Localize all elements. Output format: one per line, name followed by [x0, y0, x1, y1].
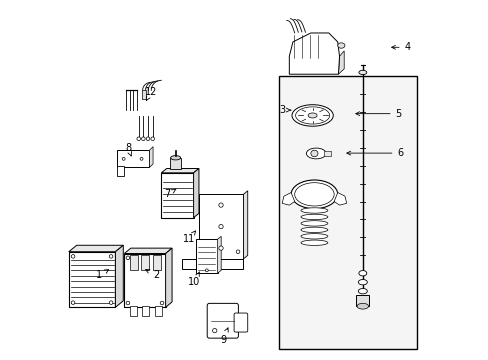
Ellipse shape — [236, 250, 239, 253]
Bar — [356, 296, 368, 306]
Ellipse shape — [122, 157, 125, 160]
Ellipse shape — [358, 279, 366, 285]
Ellipse shape — [306, 148, 325, 159]
Bar — [117, 150, 149, 167]
Ellipse shape — [301, 240, 327, 246]
Bar — [196, 239, 217, 273]
Ellipse shape — [301, 214, 327, 220]
Ellipse shape — [219, 225, 223, 229]
Bar — [129, 255, 137, 270]
Ellipse shape — [205, 269, 208, 272]
Ellipse shape — [170, 156, 180, 160]
Ellipse shape — [151, 137, 154, 140]
Polygon shape — [69, 245, 123, 252]
Ellipse shape — [301, 208, 327, 213]
Polygon shape — [161, 168, 199, 173]
Text: 2: 2 — [145, 270, 160, 280]
Text: 5: 5 — [355, 109, 401, 119]
Text: 4: 4 — [391, 42, 410, 52]
FancyBboxPatch shape — [207, 303, 238, 338]
Ellipse shape — [146, 137, 149, 140]
Polygon shape — [193, 168, 199, 218]
Text: 6: 6 — [346, 148, 403, 158]
Bar — [161, 173, 193, 218]
FancyBboxPatch shape — [234, 313, 247, 332]
Polygon shape — [289, 33, 339, 74]
Polygon shape — [124, 248, 172, 253]
Bar — [129, 306, 137, 316]
Ellipse shape — [126, 301, 129, 305]
Ellipse shape — [71, 301, 75, 305]
Bar — [117, 166, 123, 176]
Bar — [170, 158, 181, 168]
Text: 7: 7 — [164, 189, 176, 199]
Ellipse shape — [109, 301, 113, 305]
Text: 11: 11 — [183, 231, 195, 244]
Ellipse shape — [137, 137, 140, 140]
Ellipse shape — [126, 256, 129, 260]
Bar — [142, 306, 149, 316]
Ellipse shape — [358, 288, 366, 294]
Ellipse shape — [295, 107, 329, 124]
Ellipse shape — [142, 137, 145, 140]
Text: 1: 1 — [96, 270, 108, 280]
Polygon shape — [115, 245, 123, 307]
Ellipse shape — [310, 150, 317, 157]
Bar — [155, 306, 162, 316]
Polygon shape — [217, 236, 221, 273]
Ellipse shape — [301, 227, 327, 233]
Bar — [141, 255, 149, 270]
Ellipse shape — [294, 183, 333, 206]
Bar — [142, 90, 145, 99]
Ellipse shape — [109, 255, 113, 258]
Polygon shape — [282, 193, 294, 205]
Polygon shape — [182, 259, 243, 269]
Bar — [124, 253, 165, 307]
Bar — [278, 76, 416, 348]
Polygon shape — [165, 248, 172, 307]
Ellipse shape — [358, 70, 366, 75]
Polygon shape — [338, 51, 344, 74]
Text: 9: 9 — [220, 328, 228, 345]
Ellipse shape — [160, 301, 163, 305]
Polygon shape — [243, 191, 247, 259]
Ellipse shape — [356, 303, 368, 309]
Ellipse shape — [291, 105, 333, 126]
Bar — [198, 194, 243, 259]
Polygon shape — [333, 193, 346, 205]
Bar — [152, 255, 160, 270]
Text: 3: 3 — [279, 105, 290, 115]
Text: 12: 12 — [145, 87, 157, 100]
Ellipse shape — [337, 43, 344, 48]
Ellipse shape — [219, 203, 223, 207]
Ellipse shape — [71, 255, 75, 258]
Ellipse shape — [140, 157, 142, 160]
Text: 8: 8 — [124, 143, 131, 156]
Ellipse shape — [301, 221, 327, 226]
Ellipse shape — [307, 113, 317, 118]
Ellipse shape — [290, 180, 337, 209]
Ellipse shape — [212, 328, 217, 333]
Polygon shape — [149, 147, 153, 167]
Bar — [324, 151, 330, 156]
Ellipse shape — [358, 271, 366, 276]
Text: 10: 10 — [188, 272, 200, 287]
Ellipse shape — [301, 234, 327, 239]
Bar — [69, 252, 115, 307]
Ellipse shape — [219, 246, 223, 250]
